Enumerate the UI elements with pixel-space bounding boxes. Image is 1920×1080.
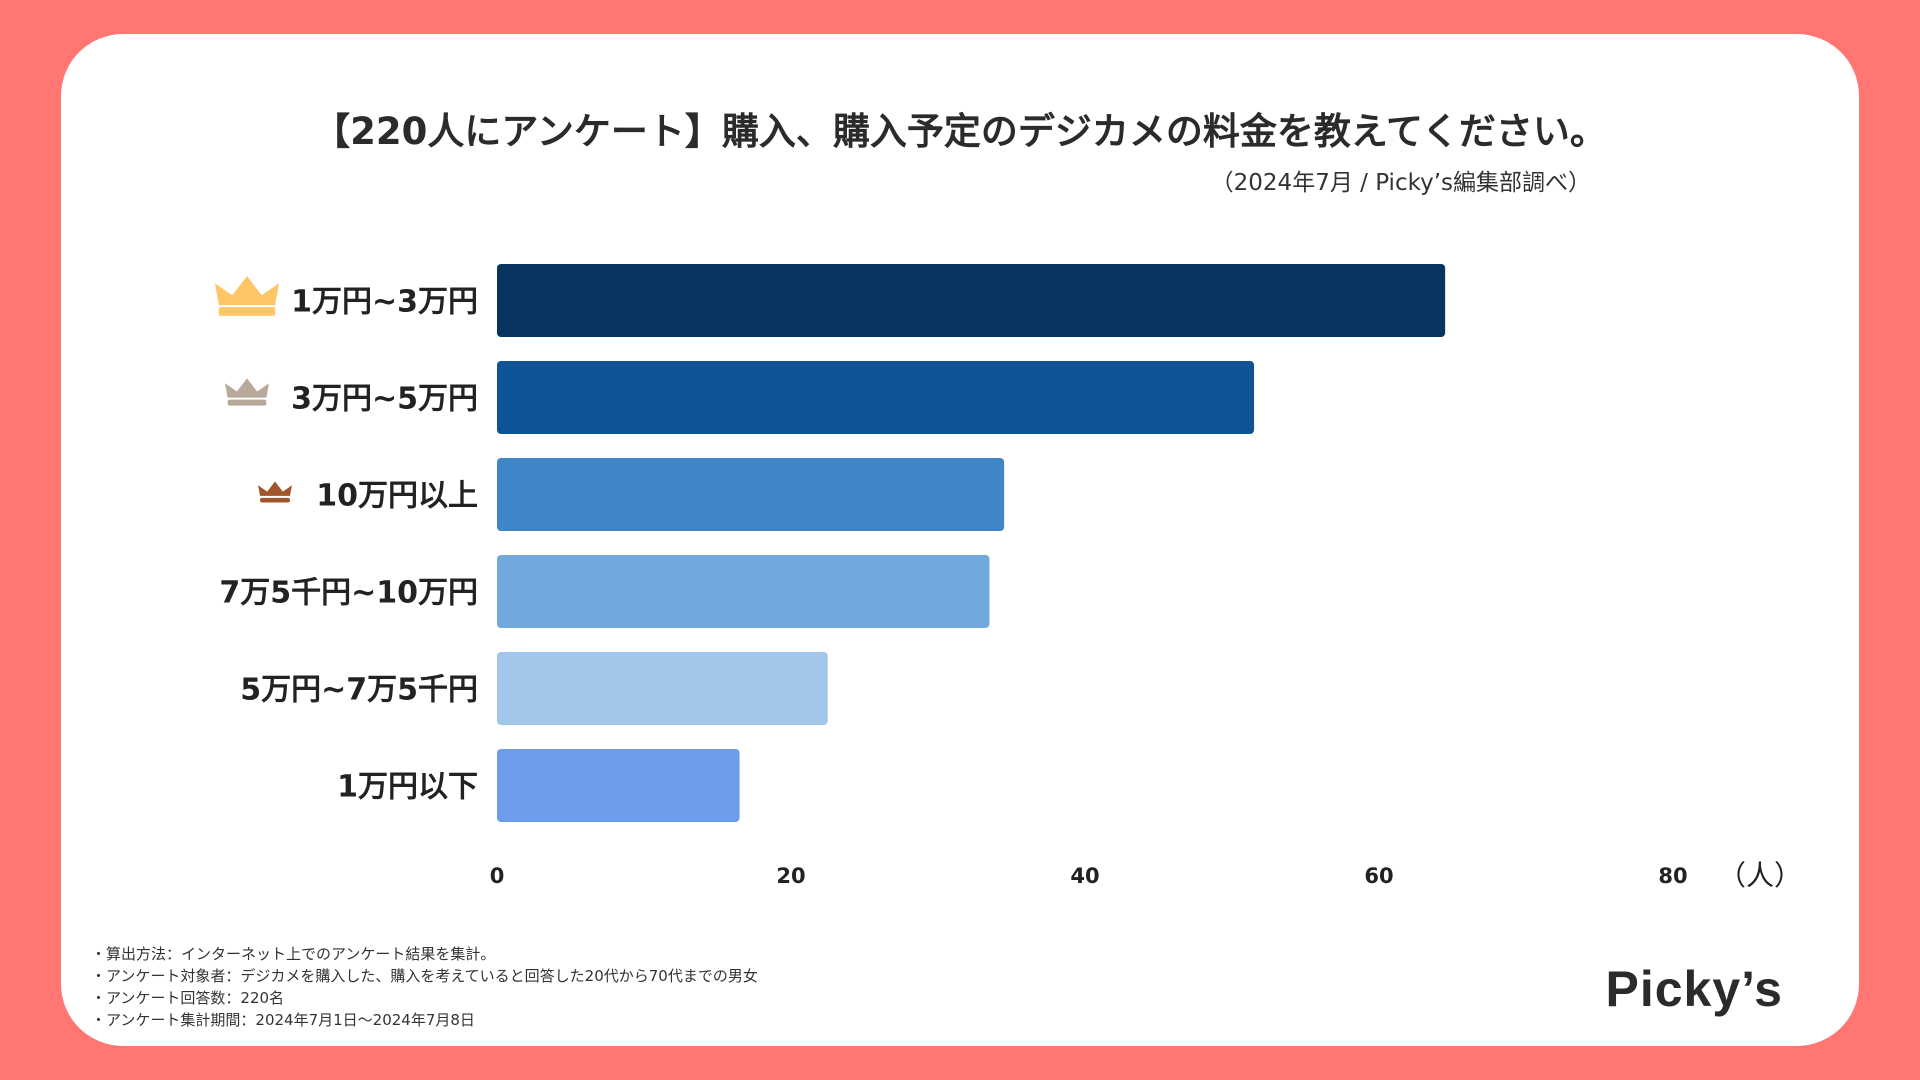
pickys-logo: Picky’s xyxy=(1605,961,1783,1017)
bar-2 xyxy=(497,361,1255,434)
card xyxy=(61,34,1859,1046)
x-unit-label: （人） xyxy=(1718,859,1802,892)
crown-bronze-icon xyxy=(258,481,292,503)
x-tick-80: 80 xyxy=(1658,864,1687,888)
chart-title: 【220人にアンケート】購入、購入予定のデジカメの料金を教えてください。 xyxy=(313,110,1607,153)
category-label-1: 1万円~3万円 xyxy=(291,285,478,320)
x-tick-20: 20 xyxy=(776,864,805,888)
x-tick-0: 0 xyxy=(490,864,505,888)
note-method: ・算出方法：インターネット上でのアンケート結果を集計。 xyxy=(91,945,496,963)
note-period: ・アンケート集計期間：2024年7月1日〜2024年7月8日 xyxy=(91,1011,475,1029)
survey-notes: ・算出方法：インターネット上でのアンケート結果を集計。 ・アンケート対象者：デジ… xyxy=(91,943,758,1031)
category-label-6: 1万円以下 xyxy=(337,770,478,805)
bar-5 xyxy=(497,652,828,725)
chart-subtitle: （2024年7月 / Picky’s編集部調べ） xyxy=(1210,170,1591,196)
category-label-5: 5万円~7万5千円 xyxy=(240,673,478,708)
note-count: ・アンケート回答数：220名 xyxy=(91,989,285,1007)
crown-silver-icon xyxy=(225,378,269,406)
category-label-4: 7万5千円~10万円 xyxy=(219,576,478,611)
bar-1 xyxy=(497,264,1446,337)
bar-6 xyxy=(497,749,740,822)
note-target: ・アンケート対象者：デジカメを購入した、購入を考えていると回答した20代から70… xyxy=(91,967,758,985)
x-tick-60: 60 xyxy=(1364,864,1393,888)
bar-4 xyxy=(497,555,990,628)
category-label-3: 10万円以上 xyxy=(316,479,478,514)
bar-3 xyxy=(497,458,1005,531)
crown-gold-icon xyxy=(215,276,279,316)
category-label-2: 3万円~5万円 xyxy=(291,382,478,417)
x-tick-40: 40 xyxy=(1070,864,1099,888)
